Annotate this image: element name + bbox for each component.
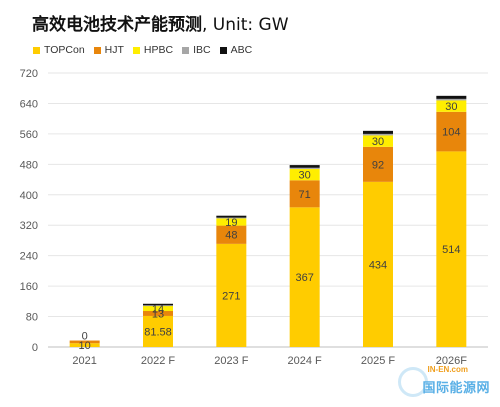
watermark: IN-EN.com 国际能源网 [396,361,494,401]
data-label: 367 [295,272,313,284]
bar-segment [289,180,320,208]
watermark-logo-icon [398,367,428,397]
data-label: 13 [152,308,164,320]
x-tick-label: 2023 F [214,355,249,367]
x-tick-label: 2024 F [288,355,323,367]
bar-segment [216,218,247,226]
chart-title-unit: , Unit: GW [202,15,289,35]
bar-segment [289,165,320,168]
legend-item: IBC [182,44,211,56]
bar-segment [363,135,393,147]
legend-swatch [93,46,101,54]
x-tick-label: 2026F [436,355,467,367]
bar-segment [143,315,173,347]
bar-segment [436,100,467,112]
legend-item: HJT [93,44,124,56]
legend-label: ABC [230,44,253,56]
bar-segment [216,243,247,347]
y-tick-label: 0 [32,342,38,354]
legend-swatch [182,46,190,54]
data-label: 30 [445,101,457,113]
legend: TOPCon HJT HPBC IBC ABC [33,44,252,56]
legend-label: HJT [104,44,124,56]
legend-label: TOPCon [44,44,85,56]
y-tick-label: 240 [20,251,38,263]
legend-swatch [132,46,140,54]
y-tick-label: 720 [20,68,38,80]
legend-swatch [33,46,40,54]
y-tick-label: 160 [20,281,38,293]
bar-segment [143,303,173,306]
data-label: 271 [222,290,240,302]
data-label: 30 [299,170,311,182]
data-label: 30 [372,136,384,148]
bar-segment [363,146,393,182]
data-label: 10 [79,340,91,352]
x-tick-label: 2021 [72,355,96,367]
y-tick-label: 80 [26,312,38,324]
watermark-site: IN-EN.com [427,365,468,374]
legend-label: IBC [193,44,211,56]
y-tick-label: 400 [20,190,38,202]
bar-segment [289,167,320,169]
bar-segment [69,340,100,344]
bar-segment [289,207,320,347]
legend-item: TOPCon [33,44,85,56]
bar-segment [69,343,100,347]
data-label: 14 [152,303,164,315]
bar-segment [143,305,173,307]
legend-label: HPBC [143,44,174,56]
y-tick-label: 560 [20,129,38,141]
bar-segment [216,225,247,244]
bar-segment [436,111,467,152]
data-label: 104 [442,127,460,139]
data-label: 0 [82,331,88,343]
data-label: 19 [225,217,237,229]
data-label: 81.58 [144,326,172,338]
x-tick-label: 2025 F [361,355,396,367]
bar-segment [436,98,467,101]
bar-segment [289,168,320,181]
bar-segment [363,181,393,347]
bar-segment [436,151,467,347]
bar-segment [363,130,393,134]
bar-segment [216,215,247,218]
chart-title-cn: 高效电池技术产能预测 [32,15,202,35]
legend-item: HPBC [132,44,174,56]
y-tick-label: 320 [20,220,38,232]
bar-segment [143,311,173,316]
bar-segment [216,217,247,219]
y-tick-label: 480 [20,159,38,171]
chart-title: 高效电池技术产能预测, Unit: GW [32,10,289,35]
watermark-name: 国际能源网 [422,381,490,396]
data-label: 48 [225,230,237,242]
legend-item: ABC [219,44,253,56]
bar-segment [363,133,393,136]
data-label: 434 [369,259,387,271]
y-tick-label: 640 [20,98,38,110]
data-label: 92 [372,159,384,171]
bar-segment [143,305,173,312]
data-label: 71 [299,189,311,201]
data-label: 514 [442,244,460,256]
legend-swatch [219,46,227,54]
x-tick-label: 2022 F [141,355,176,367]
bar-segment [436,95,467,99]
